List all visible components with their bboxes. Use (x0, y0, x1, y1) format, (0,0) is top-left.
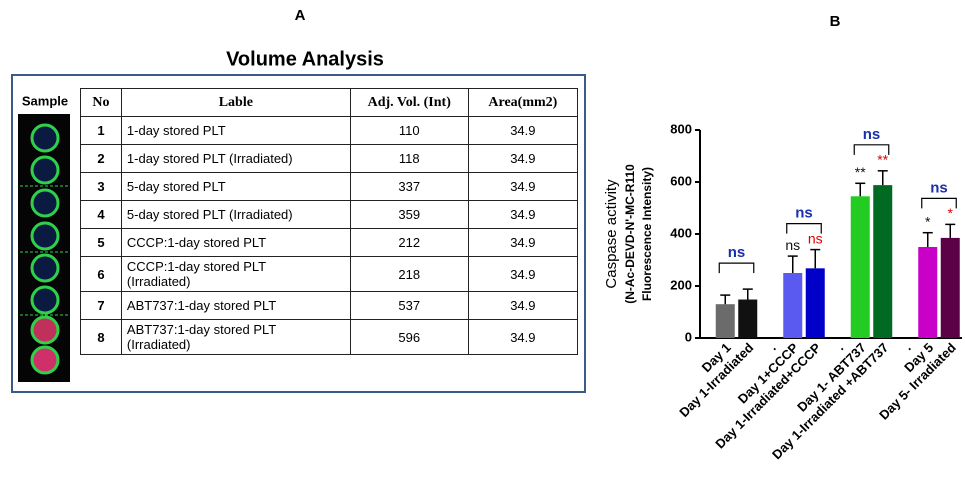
bar (716, 304, 735, 338)
table-title: Volume Analysis (226, 48, 384, 70)
x-tick-label: . (901, 340, 914, 353)
y-tick-label: 400 (670, 225, 692, 240)
bar (851, 196, 870, 338)
y-tick-label: 800 (670, 121, 692, 136)
sample-image (18, 114, 70, 382)
cell: 5 (81, 229, 122, 257)
label-cell: CCCP:1-day stored PLT(Irradiated) (121, 257, 350, 292)
bar (918, 247, 937, 338)
label-cell: 1-day stored PLT (121, 117, 350, 145)
header-cell: No (81, 89, 122, 117)
significance-bracket (719, 263, 754, 273)
cell-line: ABT737:1-day stored PLT (127, 322, 345, 337)
cell-line: ABT737:1-day stored PLT (127, 298, 345, 313)
cell: 8 (81, 320, 122, 355)
bracket-label: ns (728, 244, 746, 261)
cell: 118 (350, 145, 468, 173)
cell-line: CCCP:1-day stored PLT (127, 235, 345, 250)
significance-label: * (948, 205, 954, 221)
y-tick-label: 600 (670, 173, 692, 188)
cell: 34.9 (468, 201, 577, 229)
cell-line: 1-day stored PLT (127, 123, 345, 138)
significance-label: ** (877, 152, 888, 168)
bracket-label: ns (863, 126, 881, 143)
x-tick-label: . (833, 340, 846, 353)
cell-line: 1-day stored PLT (Irradiated) (127, 151, 345, 166)
cell: 110 (350, 117, 468, 145)
label-cell: 5-day stored PLT (Irradiated) (121, 201, 350, 229)
cell: 4 (81, 201, 122, 229)
cell: 337 (350, 173, 468, 201)
significance-label: ns (785, 237, 800, 253)
bracket-label: ns (930, 179, 948, 196)
label-cell: 1-day stored PLT (Irradiated) (121, 145, 350, 173)
cell: 596 (350, 320, 468, 355)
cell: 2 (81, 145, 122, 173)
bar (806, 268, 825, 338)
bar (738, 300, 757, 338)
header-cell: Lable (121, 89, 350, 117)
cell-line: 5-day stored PLT (127, 179, 345, 194)
y-tick-label: 0 (685, 329, 692, 344)
figure: A Volume Analysis Sample B 0 200 400 600 800… (0, 0, 965, 478)
cell-line: (Irradiated) (127, 337, 345, 352)
y-tick-label: 200 (670, 277, 692, 292)
cell: 1 (81, 117, 122, 145)
bracket-label: ns (795, 205, 813, 222)
cell: 6 (81, 257, 122, 292)
cell: 7 (81, 292, 122, 320)
label-cell: CCCP:1-day stored PLT (121, 229, 350, 257)
label-cell: ABT737:1-day stored PLT (121, 292, 350, 320)
significance-label: * (925, 213, 931, 229)
cell: 359 (350, 201, 468, 229)
cell: 3 (81, 173, 122, 201)
cell: 212 (350, 229, 468, 257)
cell-line: CCCP:1-day stored PLT (127, 259, 345, 274)
cell: 218 (350, 257, 468, 292)
bar (873, 185, 892, 338)
label-cell: ABT737:1-day stored PLT(Irradiated) (121, 320, 350, 355)
cell: 34.9 (468, 173, 577, 201)
sample-label: Sample (22, 93, 68, 108)
cell: 34.9 (468, 292, 577, 320)
bar (941, 238, 960, 338)
panel-label: A (295, 7, 306, 24)
x-tick-label: . (766, 340, 779, 353)
y-axis-label: Caspase activity (603, 179, 620, 289)
significance-label: ** (855, 164, 866, 180)
cell-line: (Irradiated) (127, 274, 345, 289)
cell: 34.9 (468, 229, 577, 257)
chart: 0 200 400 600 800 Caspase activity(N-Ac-DEVD-… (603, 121, 962, 462)
cell: 34.9 (468, 117, 577, 145)
cell: 34.9 (468, 257, 577, 292)
cell: 34.9 (468, 145, 577, 173)
header-cell: Adj. Vol. (Int) (350, 89, 468, 117)
panel-label: B (830, 13, 841, 30)
y-axis-label: Fluorescence Intensity) (640, 167, 654, 301)
cell: 34.9 (468, 320, 577, 355)
significance-label: ns (808, 230, 823, 246)
label-cell: 5-day stored PLT (121, 173, 350, 201)
bar (783, 273, 802, 338)
cell: 537 (350, 292, 468, 320)
cell-line: 5-day stored PLT (Irradiated) (127, 207, 345, 222)
header-cell: Area(mm2) (468, 89, 577, 117)
y-axis-label: (N-Ac-DEVD-N'-MC-R110 (623, 164, 637, 304)
